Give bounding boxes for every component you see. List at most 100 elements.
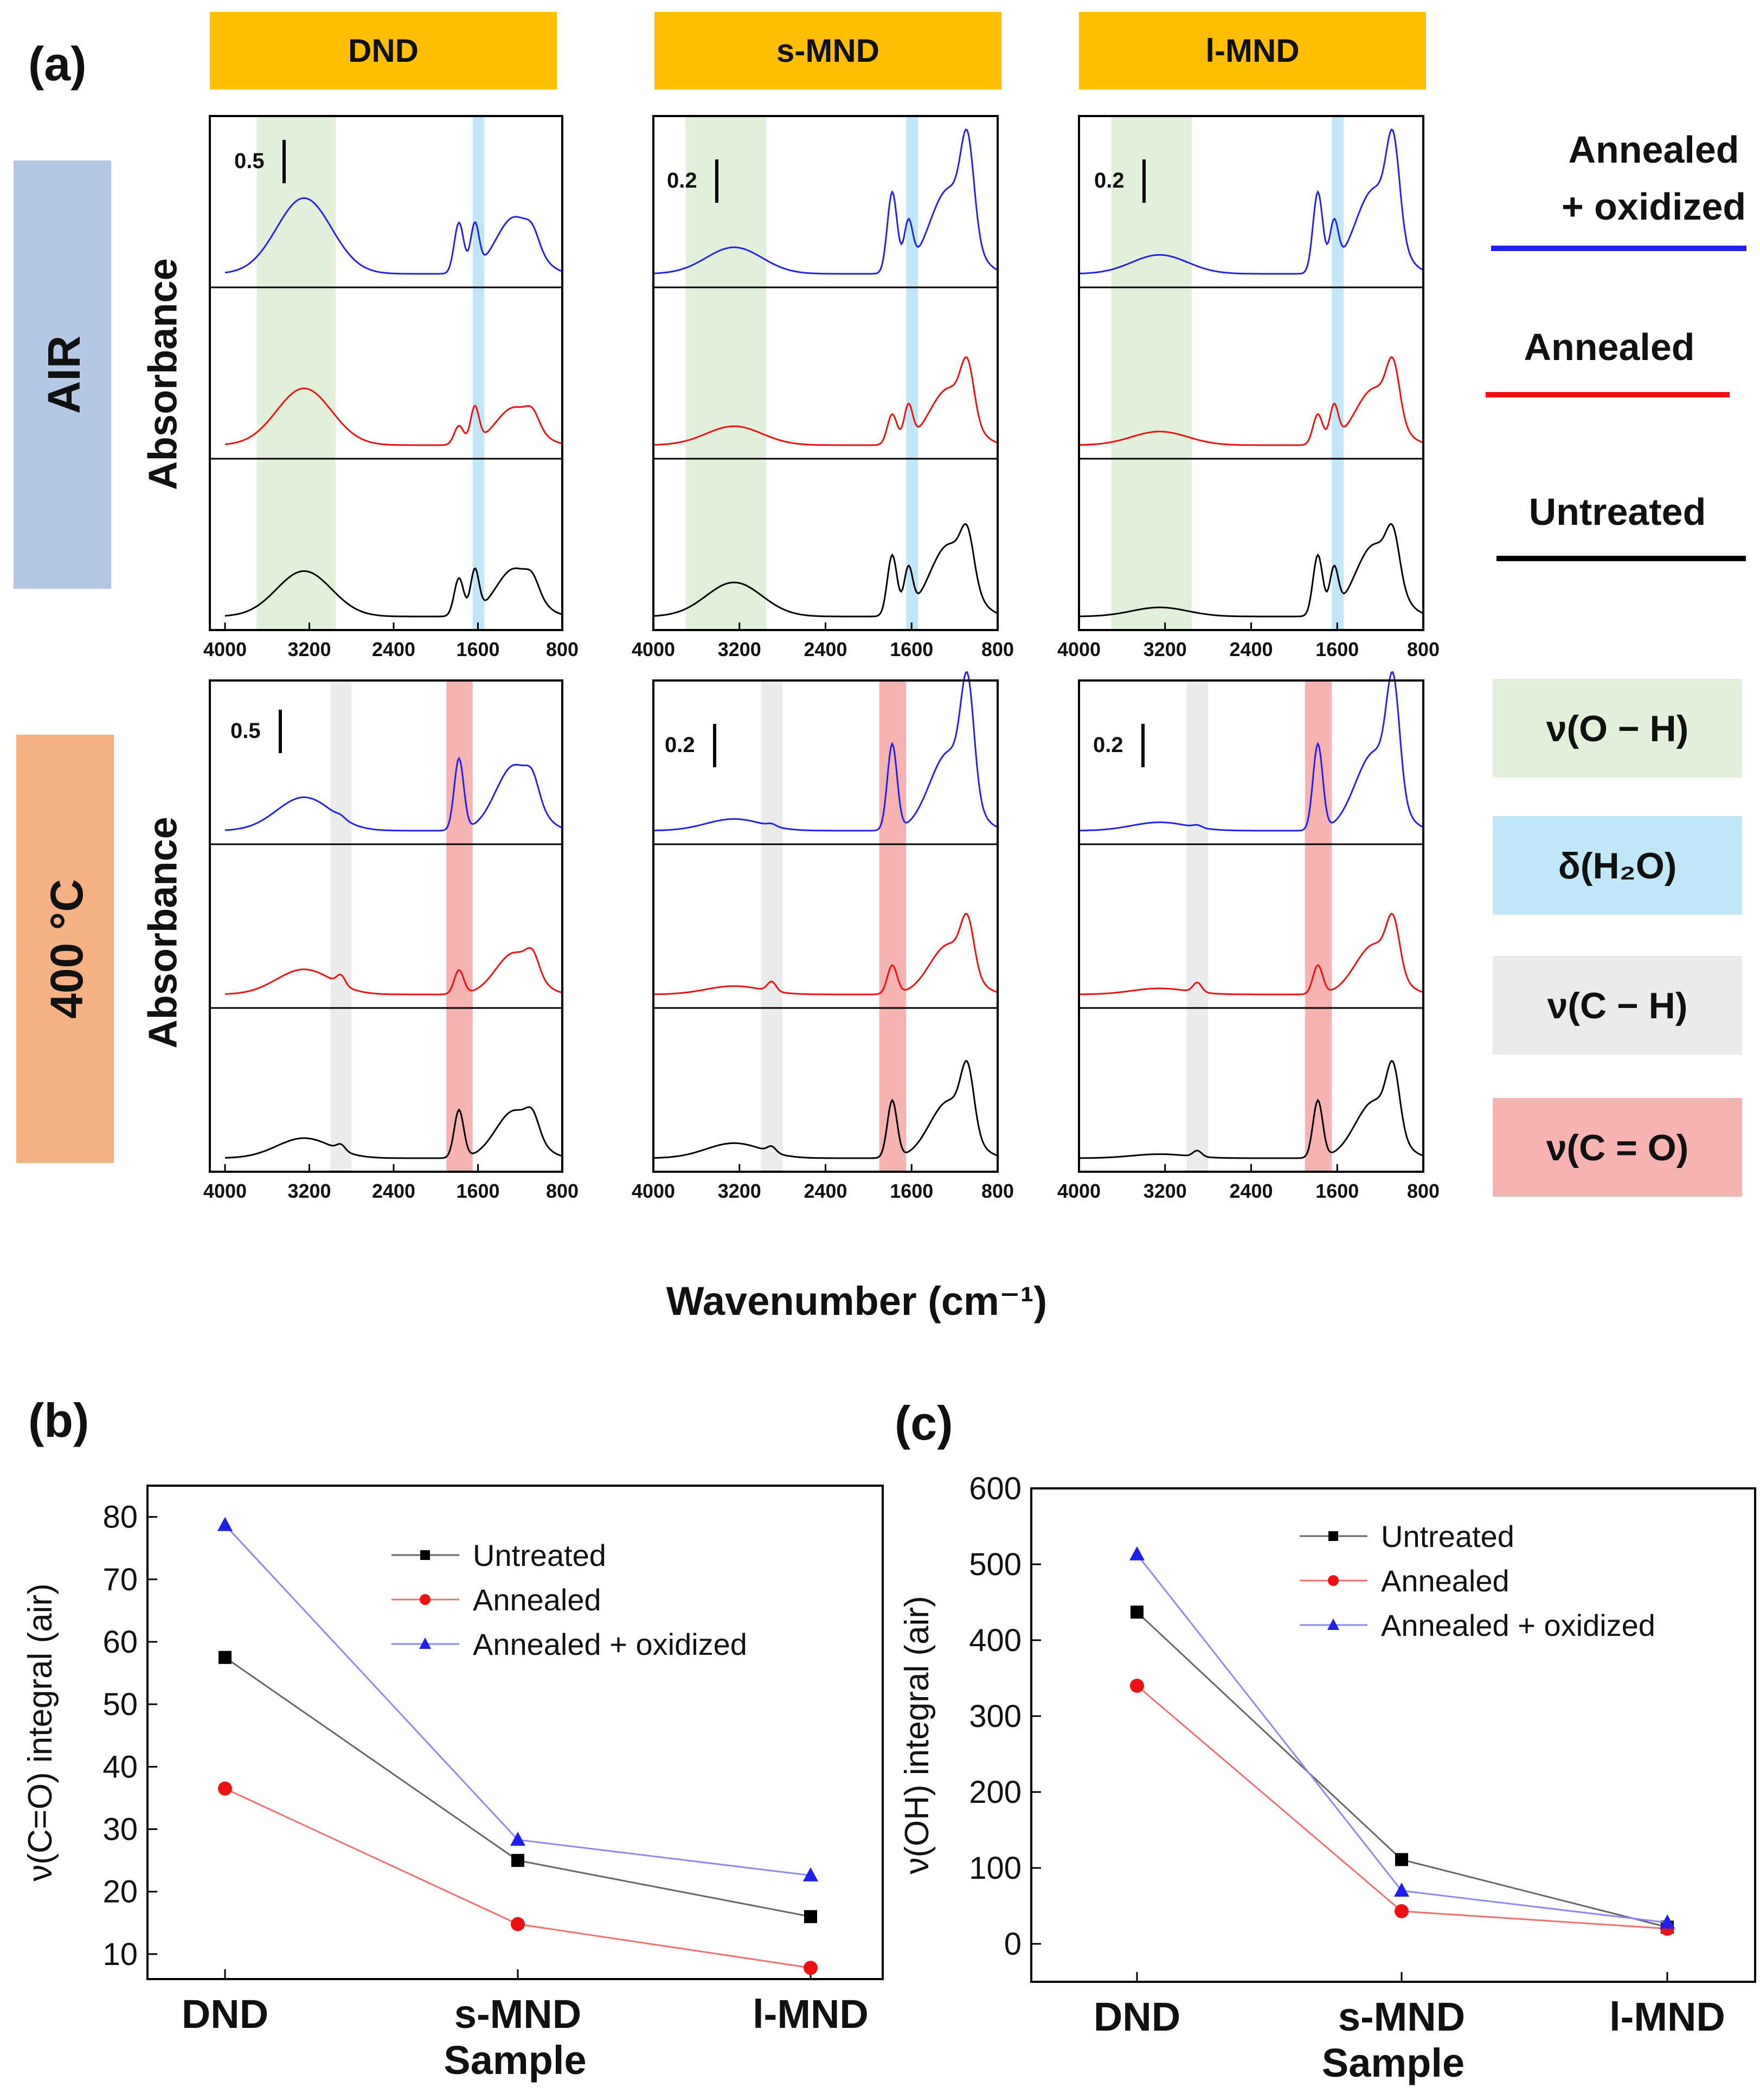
x-tick-label: 800 [546,638,579,660]
y-tick-label: 400 [969,1623,1022,1658]
column-header-label: s-MND [776,33,879,69]
x-tick-label: 4000 [1057,1180,1101,1202]
band-shade-h2o [472,116,485,630]
legend-marker [420,1594,431,1605]
x-tick-label: s-MND [1338,1994,1465,2039]
x-tick-label: 2400 [1229,1180,1273,1202]
band-legend-box-ch [1493,956,1742,1055]
y-tick-label: 0 [1004,1926,1022,1962]
x-tick-label: 2400 [804,638,847,660]
plot-frame [146,1485,884,1980]
spectrum-line [1078,671,1423,832]
scale-bar-label: 0.5 [234,149,265,173]
data-point-annealed [1130,1679,1144,1693]
x-tick-label: 1600 [890,1180,933,1202]
x-tick-label: l-MND [753,1992,869,2037]
y-axis-label: ν(OH) integral (air) [898,1596,936,1874]
x-tick-label: 3200 [287,1180,331,1202]
data-point-oxidized [1660,1914,1675,1929]
x-tick-label: DND [182,1992,268,2037]
spectrum-line [653,913,997,996]
spectrum-line [1079,913,1423,996]
x-axis-label: Sample [444,2038,586,2083]
y-tick-label: 200 [969,1775,1022,1810]
y-tick-label: 20 [102,1874,138,1910]
spectrum-line [1079,523,1423,618]
legend-label: Annealed + oxidized [1381,1608,1655,1642]
data-point-annealed [511,1917,525,1931]
x-tick-label: 800 [546,1180,579,1202]
column-header-label: l-MND [1205,33,1299,69]
x-tick-label: 800 [981,638,1014,660]
band-legend-box-h2o [1493,816,1742,915]
series-line [224,1656,811,1918]
data-point-annealed [804,1961,818,1975]
x-tick-label: 1600 [456,638,499,660]
series-line [224,1788,811,1969]
legend-label-untreated: Untreated [1529,491,1706,533]
spectrum-line [653,1059,997,1159]
spectrum-line [653,523,998,618]
band-shade-oh [685,116,767,630]
legend-label: Untreated [473,1538,606,1572]
y-tick-label: 100 [969,1851,1022,1886]
plot-frame [1030,1487,1756,1983]
condition-label-air: AIR [38,336,89,414]
x-tick-label: 2400 [804,1180,847,1202]
spectrum-line [653,128,998,275]
panel-letter: (b) [28,1393,89,1447]
spectrum-line [1079,1059,1423,1159]
spectrum-frame [1078,679,1424,1173]
x-tick-label: 1600 [890,638,933,660]
band-legend: Annealed + oxidized Annealed Untreated ν(O −… [1486,129,1746,1197]
data-point-oxidized [803,1867,818,1881]
band-legend-label-oh: ν(O − H) [1546,708,1689,749]
y-tick-label: 600 [969,1471,1022,1506]
x-tick-label: 2400 [1229,638,1273,660]
data-point-annealed [218,1781,232,1796]
spectrum-line [1079,356,1423,446]
condition-label-400c: 400 °C [41,879,92,1019]
column-header-bar [654,12,1001,89]
absorbance-label-top: Absorbance [140,258,185,490]
data-point-untreated [219,1651,232,1664]
y-tick-label: 40 [102,1749,138,1784]
legend-label-annealed: Annealed [1524,326,1694,368]
spectrum-line [224,947,562,996]
x-tick-label: 3200 [1144,638,1187,660]
scale-bar-label: 0.5 [230,719,261,743]
spectrum-frame [209,679,563,1173]
legend-marker [419,1637,431,1649]
data-point-oxidized [510,1832,525,1846]
band-legend-box-co [1493,1098,1742,1197]
spectrum-line [224,756,562,832]
x-tick-label: l-MND [1609,1994,1725,2039]
panel-letter: (c) [895,1396,953,1450]
x-tick-label: 1600 [1315,1180,1359,1202]
series-line [224,1524,811,1877]
x-tick-label: 4000 [203,638,247,660]
band-shade-h2o [906,116,918,630]
data-point-untreated [804,1910,817,1923]
x-tick-label: 3200 [287,638,331,660]
x-tick-label: 4000 [1057,638,1101,660]
x-tick-label: 3200 [1144,1180,1187,1202]
spectrum-frame [652,679,999,1173]
data-point-untreated [1130,1605,1144,1619]
x-tick-label: s-MND [454,1992,581,2037]
y-tick-label: 10 [102,1937,138,1972]
panel-a: (a) DND s-MND l-MND AIR 400 °C Absorbance Absor… [14,12,1440,1324]
panel-c-chart: (c) 0 100 200 300 400 500 600 DND s-MND l-MND Sampl… [895,1396,1756,2085]
legend-marker [420,1550,430,1560]
legend-label: Annealed + oxidized [473,1627,747,1661]
band-shade-co [446,680,473,1172]
scale-bar-label: 0.2 [1094,169,1125,192]
y-tick-label: 50 [102,1687,138,1722]
band-shade-co [1305,680,1332,1172]
data-point-untreated [1395,1853,1408,1866]
x-tick-label: 1600 [1315,638,1359,660]
spectrum-line [653,671,998,832]
data-point-annealed [1395,1904,1409,1918]
legend-marker [1328,1575,1339,1586]
